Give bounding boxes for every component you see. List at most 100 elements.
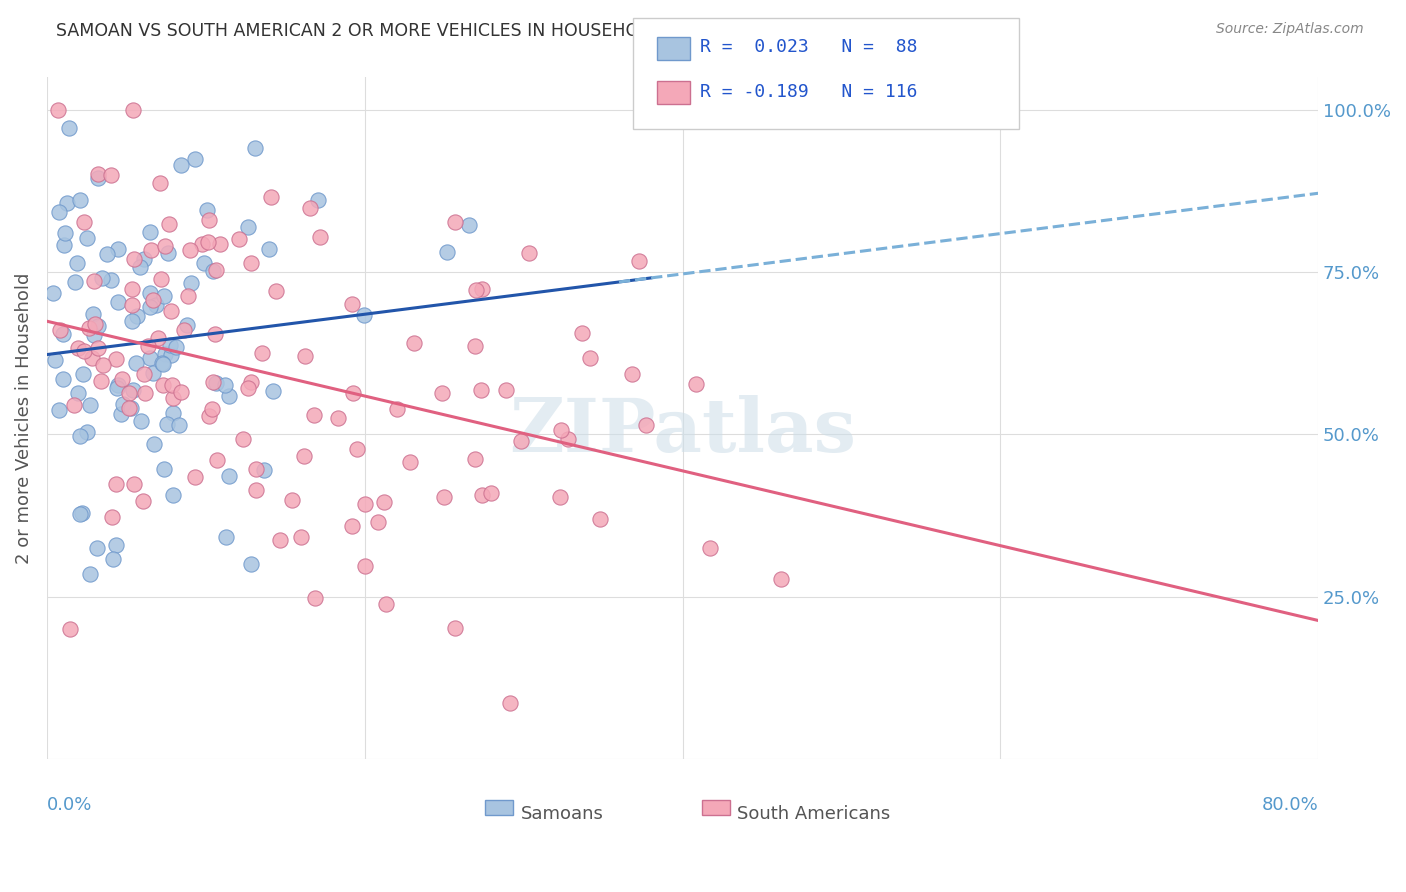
Point (83, 274, 105, 288)
Point (153, 462, 176, 476)
Point (464, 452, 486, 467)
Point (48, 205, 70, 219)
Point (281, 493, 304, 508)
Point (52, 371, 75, 385)
Point (470, 383, 492, 397)
Point (139, 225, 162, 239)
Point (139, 285, 162, 300)
Point (479, 486, 502, 500)
Point (430, 385, 453, 400)
FancyBboxPatch shape (485, 799, 513, 814)
Point (193, 256, 215, 270)
Point (134, 367, 156, 381)
Point (105, 476, 128, 491)
Point (184, 153, 207, 167)
Point (141, 243, 163, 257)
Point (304, 591, 326, 605)
Point (86, 541, 108, 555)
Point (134, 252, 156, 266)
Point (82, 308, 104, 322)
Point (105, 538, 128, 552)
Point (155, 347, 177, 361)
Point (107, 242, 129, 256)
Point (139, 301, 162, 315)
Point (214, 378, 236, 392)
Point (176, 289, 198, 303)
Point (91, 358, 114, 372)
Point (238, 381, 260, 395)
Point (160, 304, 183, 318)
Point (107, 377, 129, 392)
Point (634, 417, 657, 432)
Y-axis label: 2 or more Vehicles in Household: 2 or more Vehicles in Household (15, 272, 32, 564)
Point (48, 323, 70, 337)
Point (470, 487, 492, 501)
Point (245, 483, 267, 498)
Point (150, 356, 173, 370)
Point (621, 367, 644, 381)
Point (124, 356, 146, 370)
Point (100, 273, 122, 287)
Point (340, 518, 363, 533)
Point (464, 339, 486, 353)
Point (238, 219, 260, 234)
Point (162, 406, 184, 420)
Text: South Americans: South Americans (737, 805, 890, 823)
Point (202, 263, 225, 277)
Text: 0.0%: 0.0% (46, 797, 93, 814)
Point (266, 284, 288, 298)
Point (69, 429, 91, 443)
Point (80, 351, 103, 365)
Point (699, 541, 721, 556)
Point (170, 385, 193, 400)
Point (571, 326, 593, 340)
Point (262, 384, 284, 398)
Point (150, 271, 173, 285)
Text: Samoans: Samoans (522, 805, 605, 823)
Point (509, 434, 531, 448)
Point (87, 170, 110, 185)
Point (207, 452, 229, 467)
Text: SAMOAN VS SOUTH AMERICAN 2 OR MORE VEHICLES IN HOUSEHOLD CORRELATION CHART: SAMOAN VS SOUTH AMERICAN 2 OR MORE VEHIC… (56, 22, 856, 40)
Text: 80.0%: 80.0% (1261, 797, 1319, 814)
Point (76, 230, 98, 244)
Point (122, 383, 145, 397)
Point (162, 391, 184, 405)
Point (589, 511, 612, 525)
Point (129, 414, 152, 428)
Point (239, 557, 262, 571)
Point (240, 256, 263, 270)
Point (160, 348, 183, 362)
Point (84, 317, 107, 331)
Point (215, 530, 238, 544)
Point (104, 351, 127, 366)
Point (302, 408, 325, 422)
Point (176, 318, 198, 332)
Point (44, 353, 66, 368)
Point (353, 308, 375, 322)
Point (184, 470, 207, 484)
Point (353, 559, 375, 574)
Point (198, 212, 221, 227)
Point (471, 282, 494, 296)
Point (191, 236, 214, 251)
Point (111, 372, 134, 386)
Point (557, 432, 579, 446)
Point (118, 386, 141, 401)
Point (245, 141, 267, 155)
Point (73, 215, 96, 229)
Point (770, 572, 793, 586)
Point (204, 327, 226, 342)
Point (458, 218, 481, 232)
Point (66, 256, 89, 270)
Point (464, 283, 486, 297)
Point (145, 298, 167, 312)
Point (218, 388, 240, 402)
Point (46, 103, 69, 117)
Point (53, 226, 76, 240)
Point (79, 566, 101, 581)
Point (87, 319, 110, 334)
Point (121, 297, 143, 311)
Point (204, 376, 226, 390)
Point (153, 238, 176, 252)
